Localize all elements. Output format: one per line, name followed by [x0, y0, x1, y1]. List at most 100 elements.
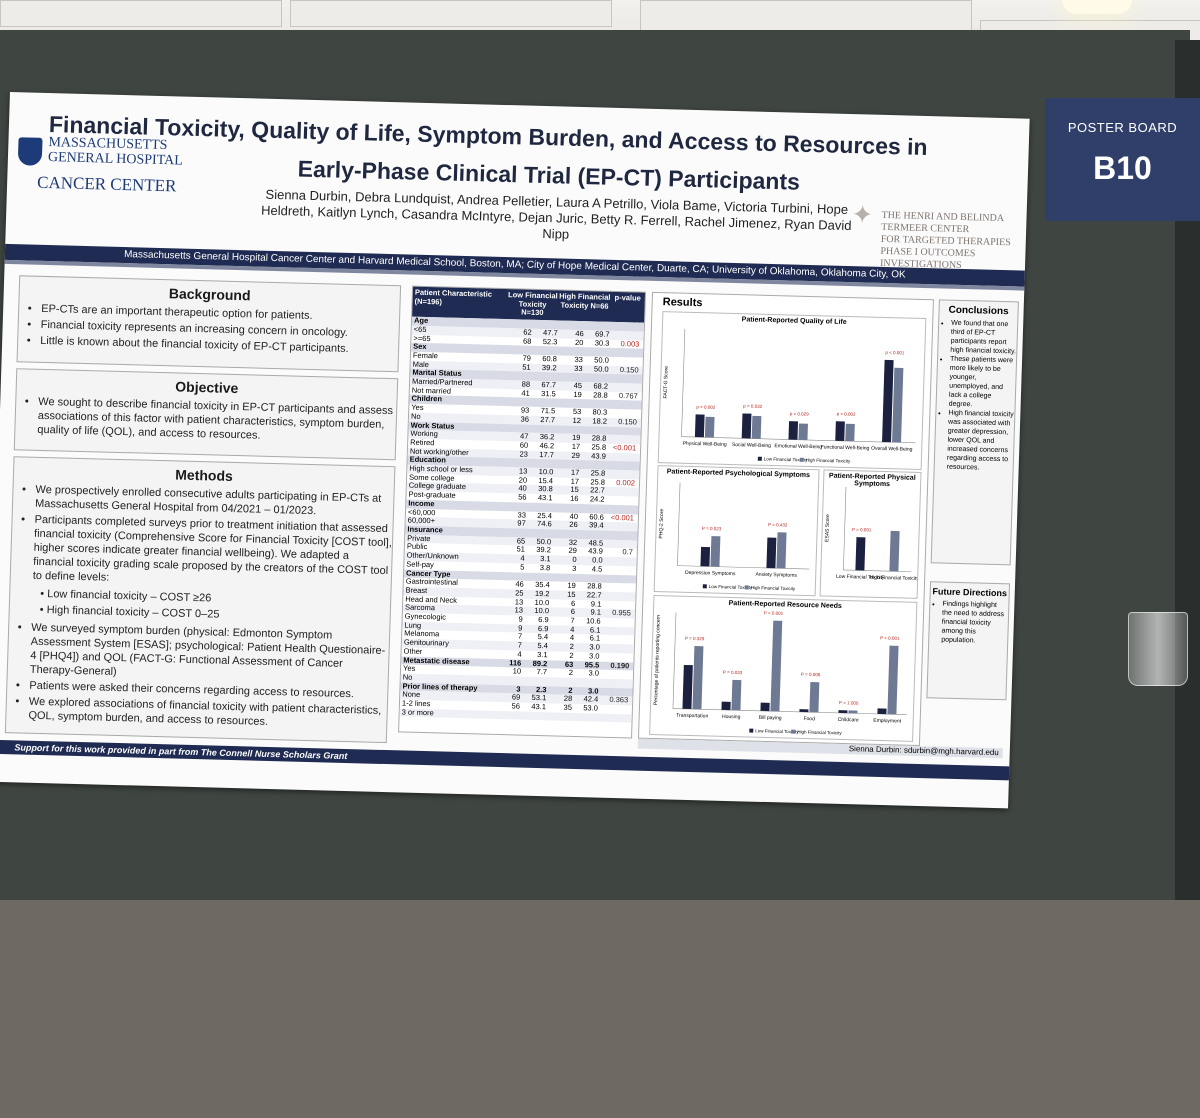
chart-bar	[731, 679, 742, 711]
table-cell	[597, 713, 627, 722]
table-cell	[546, 712, 572, 721]
chart-bar	[760, 702, 770, 712]
authors: Sienna Durbin, Debra Lundquist, Andrea P…	[260, 186, 852, 242]
p-value-label: P = 0.329	[685, 636, 705, 642]
conclusions-item: High financial toxicity was associated w…	[947, 409, 1015, 474]
x-tick-label: Emotional Well-Being	[774, 443, 822, 450]
y-axis	[843, 487, 847, 570]
y-axis-label: Percentage of patients reporting concern	[653, 615, 662, 706]
x-tick-label: Depression Symptoms	[685, 570, 736, 577]
chart-bar	[882, 359, 894, 443]
legend-swatch	[749, 728, 754, 733]
chart-bar	[770, 620, 783, 712]
table-header-cell: High Financial Toxicity N=66	[559, 291, 611, 311]
psych-chart: Patient-Reported Psychological Symptoms …	[653, 465, 820, 597]
plastic-cup	[1128, 612, 1188, 686]
table-header-cell: Patient Characteristic (N=196)	[414, 288, 493, 307]
chart-bar	[798, 423, 808, 440]
x-tick-label: Social Well-Being	[732, 442, 771, 449]
y-axis-label: ESAS Score	[824, 514, 831, 542]
x-tick-label: Childcare	[838, 717, 860, 724]
p-value-label: p = 0.002	[696, 404, 716, 410]
ceiling-tile	[0, 0, 282, 27]
x-tick-label: Bill paying	[759, 715, 782, 722]
legend-swatch	[702, 584, 707, 589]
y-axis	[677, 482, 681, 566]
chart-svg: Percentage of patients reporting concern…	[653, 610, 907, 736]
chart-bar	[682, 664, 693, 710]
legend-label: Low Financial Toxicity	[709, 584, 753, 590]
mgh-shield-icon	[17, 137, 43, 166]
objective-text: We sought to describe financial toxicity…	[37, 395, 396, 446]
x-tick-label: Overall Well-Being	[871, 446, 913, 453]
x-tick-label: Physical Well-Being	[683, 441, 727, 448]
x-axis	[672, 708, 907, 715]
chart-bar	[700, 546, 711, 567]
x-tick-label: High Financial Toxicity	[869, 575, 919, 582]
mgh-logo-line3: CANCER CENTER	[36, 172, 177, 196]
methods-section: Methods We prospectively enrolled consec…	[4, 456, 396, 744]
poster-wrapper: MASSACHUSETTS GENERAL HOSPITAL CANCER CE…	[0, 92, 1030, 1118]
chart-bar	[741, 413, 752, 439]
x-tick-label: Low Financial Toxicity	[836, 574, 885, 581]
objective-section: Objective We sought to describe financia…	[13, 368, 399, 461]
resource-chart: Patient-Reported Resource Needs Percenta…	[649, 595, 918, 742]
chart-bar	[887, 645, 899, 715]
future-item: Findings highlight the need to address f…	[941, 600, 1008, 647]
sign-number: B10	[1093, 150, 1152, 186]
x-axis	[843, 569, 912, 573]
chart-bar	[892, 367, 904, 443]
ceiling-tile	[290, 0, 612, 27]
future-heading: Future Directions	[932, 586, 1008, 599]
chart-bar	[799, 709, 809, 713]
methods-item: We surveyed symptom burden (physical: Ed…	[30, 621, 390, 686]
y-axis-label: FACT-G Score	[663, 366, 670, 399]
p-value-label: p = 0.032	[743, 403, 763, 409]
chart-svg: FACT-G Score Physical Well-Being p = 0.002…	[663, 328, 916, 464]
p-value-label: P < 0.001	[880, 635, 900, 641]
p-value-label: p < 0.001	[885, 350, 905, 356]
chart-bar	[848, 710, 858, 714]
chart-bar	[766, 537, 777, 569]
p-value-label: P = 0.006	[801, 672, 821, 678]
conclusions-item: These patients were more likely to be yo…	[949, 355, 1017, 411]
patient-characteristics-table: Patient Characteristic (N=196) Low Finan…	[398, 285, 647, 739]
x-tick-label: Transportation	[676, 713, 708, 720]
chart-bar	[889, 530, 900, 572]
chart-bar	[809, 681, 820, 713]
table-header-cell: p-value	[614, 292, 641, 303]
legend-swatch	[757, 456, 762, 461]
chart-bar	[838, 710, 848, 714]
termeer-logo: ✦ THE HENRI AND BELINDA TERMEER CENTER F…	[850, 200, 1027, 274]
chart-bar	[877, 708, 887, 715]
legend-label: Low Financial Toxicity	[764, 456, 808, 462]
p-value-label: p = 0.029	[790, 411, 810, 417]
chart-bar	[721, 701, 731, 711]
methods-item: Participants completed surveys prior to …	[33, 513, 393, 592]
chart-bar	[751, 415, 762, 439]
chart-bar	[694, 414, 705, 438]
poster-title-line1: Financial Toxicity, Quality of Life, Sym…	[48, 111, 929, 161]
chart-bar	[776, 532, 787, 569]
legend-swatch	[799, 457, 804, 462]
future-directions-section: Future Directions Findings highlight the…	[926, 581, 1011, 701]
table-cell	[520, 711, 546, 720]
table-cell	[494, 711, 520, 720]
p-value-label: P = 0.091	[852, 527, 872, 533]
legend-label: High Financial Toxicity	[806, 457, 851, 463]
x-tick-label: Functional Well-Being	[821, 444, 870, 451]
x-tick-label: Anxiety Symptoms	[755, 572, 797, 579]
p-value-label: P = 1.000	[839, 700, 859, 706]
results-heading: Results	[662, 296, 703, 310]
table-cell: 3 or more	[401, 708, 434, 718]
y-axis	[681, 328, 686, 437]
p-value-label: P = 0.432	[768, 522, 788, 528]
sign-label: POSTER BOARD	[1067, 120, 1178, 135]
p-value-label: P < 0.001	[764, 610, 784, 616]
table-cell	[572, 713, 598, 722]
ceiling-light	[1062, 0, 1132, 14]
conclusions-section: Conclusions We found that one third of E…	[930, 299, 1019, 566]
chart-bar	[855, 537, 866, 571]
background-section: Background EP-CTs are an important thera…	[16, 275, 402, 373]
chart-bar	[692, 646, 704, 710]
